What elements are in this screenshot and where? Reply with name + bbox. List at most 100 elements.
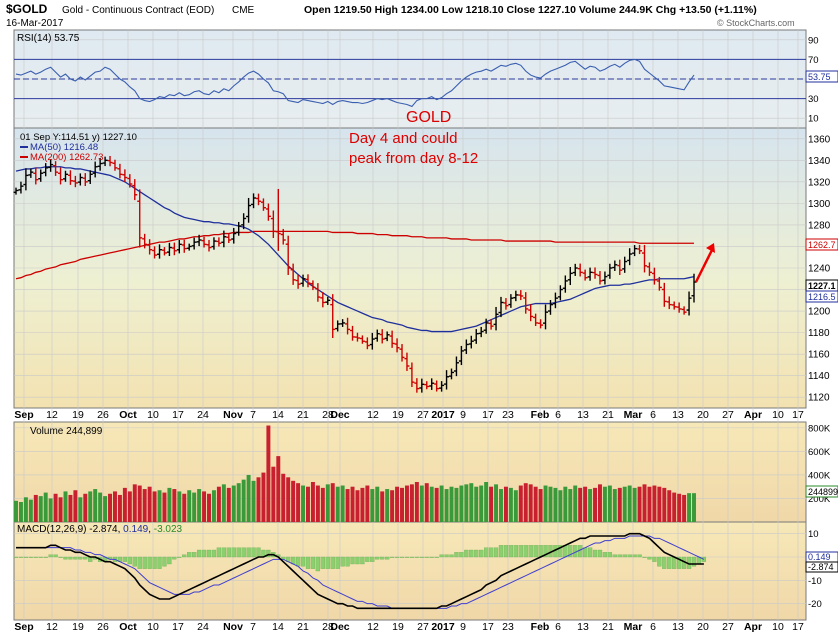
x-tick-label: 21 [297,409,309,421]
x-tick-label: Dec [330,621,349,633]
ohlc-bar [369,332,375,350]
volume-bar [197,489,202,522]
ohlc-bar [513,290,519,302]
macd-histogram-bar [122,556,128,562]
volume-bar [583,486,588,522]
x-tick-label: 17 [792,621,804,633]
volume-bar [296,483,301,522]
macd-histogram-bar [459,552,464,558]
macd-histogram-bar [592,549,598,558]
volume-bar [652,485,657,522]
macd-tick-label: 10 [808,529,819,540]
ohlc-bar [211,237,217,250]
volume-bar [310,482,315,522]
price-tick-label: 1140 [808,371,830,382]
ohlc-bar [102,156,108,167]
macd-histogram-bar [375,556,380,560]
ohlc-bar [280,228,286,245]
ohlc-bar [394,338,400,353]
x-tick-label: Mar [624,621,643,633]
ohlc-bar [424,381,430,390]
ohlc-bar [53,161,59,176]
ohlc-bar [552,292,558,309]
x-tick-label: 10 [772,621,784,633]
x-tick-label: 21 [297,621,309,633]
volume-bar [103,496,108,522]
volume-bar [489,486,494,522]
volume-bar [479,485,484,522]
ohlc-bar [290,263,296,285]
x-tick-label: 19 [392,409,404,421]
ohlc-bar [246,197,252,223]
watermark: © StockCharts.com [717,18,795,28]
price-tick-label: 1320 [808,177,831,188]
ohlc-bar [186,243,192,251]
volume-bar [647,486,652,522]
forecast-arrow-line [694,249,714,283]
volume-bar [78,497,83,522]
ma200-tag-box [805,238,838,251]
price-legend-line: 01 Sep Y:114.51 y) 1227.10 [20,132,137,143]
price-tick-label: 1240 [808,264,831,275]
volume-bar [137,485,142,522]
ohlc-bar [305,274,311,288]
rsi-value-tag: 53.75 [808,72,831,82]
ohlc-bar [617,259,623,275]
ohlc-bar [637,244,643,255]
macd-histogram-bar [385,556,390,560]
ohlc-bar [661,282,667,307]
volume-bar [38,496,43,522]
ohlc-bar [562,275,568,293]
macd-histogram-bar [241,547,246,558]
chart-header: $GOLD Gold - Continuous Contract (EOD) C… [6,2,795,29]
x-tick-label: 13 [672,621,684,633]
ohlc-bar [681,306,687,315]
volume-bar [108,493,113,522]
volume-bar [73,490,78,522]
macd-histogram-bar [399,556,405,558]
price-layer [13,156,697,393]
macd-histogram-bar [474,549,479,558]
x-tick-label: Feb [531,409,550,421]
ohlc-bar [13,187,19,195]
x-tick-label: 27 [722,409,734,421]
ohlc-bar [33,167,39,185]
ohlc-bar [458,345,464,366]
ohlc-bar [310,280,316,291]
ohlc-bar [453,356,459,377]
ohlc-bar [87,170,93,185]
x-tick-label: 6 [555,409,561,421]
volume-bar [672,492,677,522]
ohlc-bar [602,271,608,285]
volume-bar [459,485,464,522]
chart-date: 16-Mar-2017 [6,18,64,29]
volume-bar [202,491,207,522]
ohlc-bar [161,247,167,256]
volume-bar [14,500,18,522]
ohlc-bar [468,335,474,349]
macd-histogram-bar [597,549,603,558]
x-tick-label: 14 [272,409,284,421]
ohlc-bar [651,267,657,285]
volume-bar [211,490,216,522]
macd-histogram-bar [330,556,335,569]
ohlc-bar [359,335,365,344]
macd-histogram-bar [355,556,360,565]
macd-histogram-bar [568,545,573,558]
ohlc-bar [547,299,553,315]
macd-histogram-bar [340,556,345,567]
volume-bar [484,482,489,522]
macd-histogram-bar [503,545,509,558]
x-tick-label: 17 [792,409,804,421]
ohlc-bar [518,290,524,301]
macd-histogram-bar [365,556,370,562]
ma200-line [15,230,694,280]
macd-histogram-bar [627,554,632,558]
price-tick-label: 1300 [808,199,831,210]
macd-histogram-bar [479,549,484,558]
volume-bar [657,486,662,522]
volume-bar [499,489,503,522]
x-tick-label: 19 [72,409,84,421]
ohlc-bar [612,260,618,272]
x-tick-label: 12 [46,409,58,421]
